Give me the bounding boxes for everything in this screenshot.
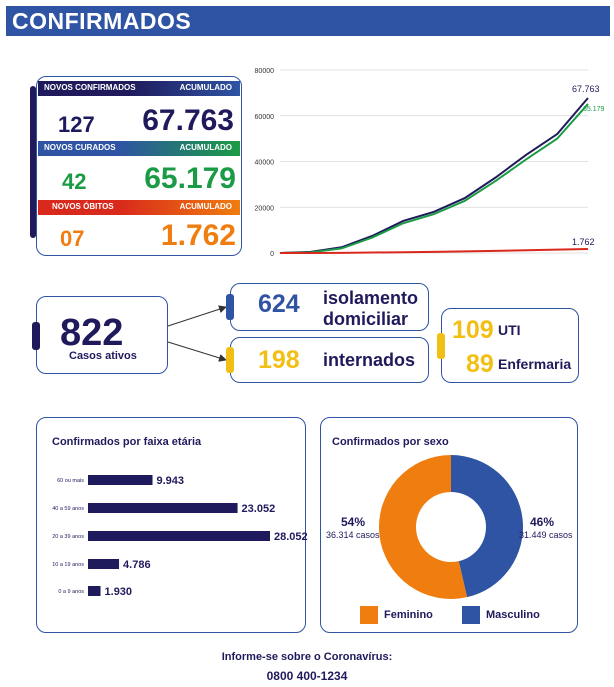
deaths-total: 1.762 — [160, 219, 236, 252]
isolation-accent — [226, 294, 234, 320]
stats-card-accent — [30, 86, 36, 238]
age-category-label: 0 a 9 anos — [58, 589, 84, 595]
footer-line-2: 0800 400-1234 — [266, 669, 348, 683]
page-title: CONFIRMADOS — [12, 8, 192, 34]
hospitalized-label: internados — [323, 350, 416, 370]
age-chart-title: Confirmados por faixa etária — [52, 436, 202, 448]
age-bar — [88, 531, 270, 541]
legend-male-swatch — [462, 606, 480, 624]
confirmed-label: NOVOS CONFIRMADOS — [44, 83, 136, 92]
footer-line-1: Informe-se sobre o Coronavírus: — [221, 651, 393, 663]
arrow-to-isolation — [167, 305, 227, 327]
hospitalized-accent — [226, 347, 234, 373]
age-bar — [88, 503, 238, 513]
legend-male-label: Masculino — [486, 609, 540, 621]
icu-accent — [437, 333, 445, 359]
age-category-label: 60 ou mais — [57, 478, 84, 484]
female-count: 36.314 casos — [326, 530, 380, 540]
isolation-value: 624 — [258, 290, 300, 318]
hospitalized-card — [230, 337, 429, 383]
age-bar — [88, 586, 101, 596]
confirmed-header: NOVOS CONFIRMADOS ACUMULADO — [38, 81, 240, 96]
isolation-label-2: domiciliar — [323, 309, 409, 329]
isolation-card — [230, 283, 429, 331]
cured-header: NOVOS CURADOS ACUMULADO — [38, 141, 240, 156]
age-value-label: 9.943 — [157, 475, 185, 487]
icu-value: 109 — [452, 316, 494, 344]
active-cases-card — [36, 296, 168, 374]
active-label: Casos ativos — [69, 350, 137, 362]
age-value-label: 4.786 — [123, 559, 151, 571]
age-value-label: 23.052 — [242, 503, 276, 515]
deaths-new: 07 — [60, 226, 85, 251]
active-value: 822 — [60, 312, 124, 354]
active-accent — [32, 322, 40, 350]
age-value-label: 1.930 — [105, 586, 133, 598]
age-chart-card — [36, 417, 306, 633]
arrow-to-hospitalized — [167, 341, 227, 362]
ward-value: 89 — [466, 350, 494, 378]
female-percent: 54% — [341, 515, 366, 529]
cured-label: NOVOS CURADOS — [44, 143, 116, 152]
deaths-acc-label: ACUMULADO — [179, 202, 232, 211]
confirmed-acc-label: ACUMULADO — [179, 83, 232, 92]
isolation-label-1: isolamento — [323, 288, 419, 308]
male-slice — [451, 455, 523, 598]
hospitalized-value: 198 — [258, 346, 300, 374]
age-bar — [88, 475, 153, 485]
stats-card — [36, 76, 242, 256]
age-category-label: 10 a 19 anos — [52, 562, 84, 568]
icu-ward-card — [441, 308, 579, 383]
age-category-label: 40 a 59 anos — [52, 506, 84, 512]
age-bar — [88, 559, 120, 569]
legend-female-label: Feminino — [384, 609, 433, 621]
female-slice — [379, 455, 468, 599]
male-count: 31.449 casos — [519, 530, 573, 540]
header-banner: CONFIRMADOS — [6, 6, 610, 36]
age-category-label: 20 a 39 anos — [52, 534, 84, 540]
cured-acc-label: ACUMULADO — [179, 143, 232, 152]
age-value-label: 28.052 — [274, 531, 308, 543]
deaths-label: NOVOS ÓBITOS — [52, 202, 114, 211]
deaths-header: NOVOS ÓBITOS ACUMULADO — [38, 200, 240, 215]
cured-total: 65.179 — [144, 162, 236, 195]
ward-label: Enfermaria — [498, 356, 572, 372]
legend-female-swatch — [360, 606, 378, 624]
confirmed-total: 67.763 — [142, 104, 234, 137]
sex-chart-title: Confirmados por sexo — [332, 436, 449, 448]
male-percent: 46% — [530, 515, 555, 529]
confirmed-new: 127 — [58, 112, 95, 137]
icu-label: UTI — [498, 322, 521, 338]
cured-new: 42 — [62, 169, 87, 194]
